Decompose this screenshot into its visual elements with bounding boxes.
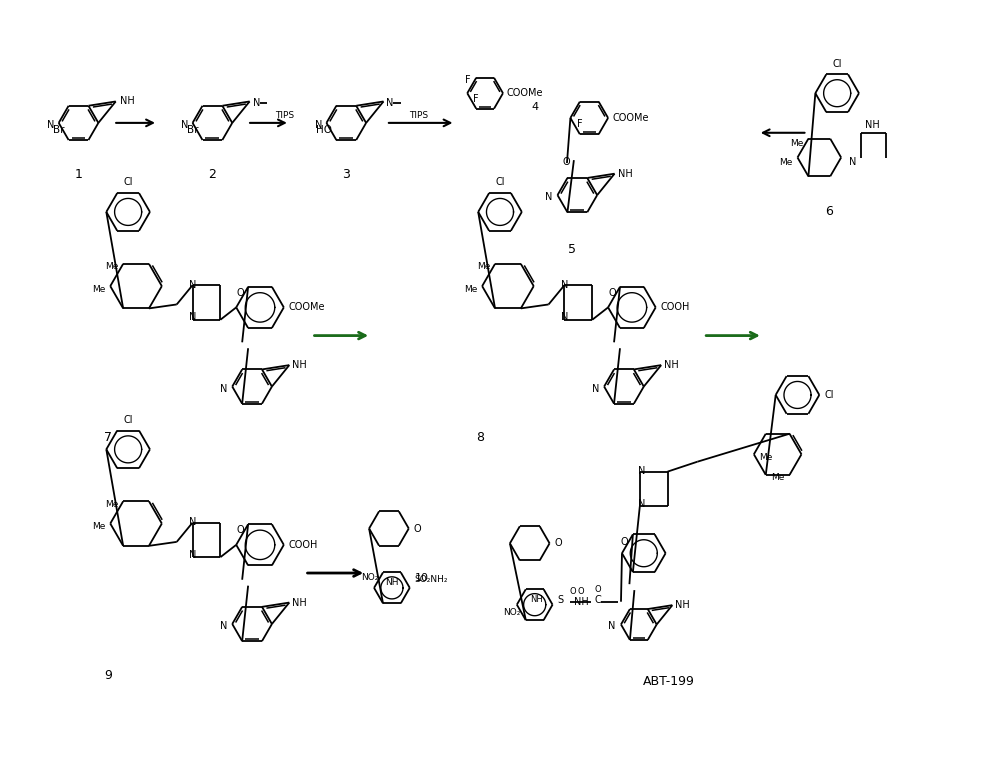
Text: NH: NH <box>574 597 589 607</box>
Text: NO₂: NO₂ <box>503 608 521 617</box>
Text: Me: Me <box>92 522 105 531</box>
Text: NO₂: NO₂ <box>361 573 378 582</box>
Text: O: O <box>237 525 244 535</box>
Text: NH: NH <box>530 595 543 604</box>
Text: Cl: Cl <box>123 177 133 187</box>
Text: N: N <box>386 98 394 108</box>
Text: Me: Me <box>779 158 793 167</box>
Text: NH: NH <box>120 97 134 106</box>
Text: F: F <box>465 75 470 85</box>
Text: N: N <box>47 120 54 129</box>
Text: O: O <box>555 538 562 548</box>
Text: N: N <box>189 280 196 289</box>
Text: N: N <box>189 517 196 527</box>
Text: N: N <box>592 384 599 394</box>
Text: O: O <box>594 585 601 594</box>
Text: NH: NH <box>865 120 880 129</box>
Text: Cl: Cl <box>824 390 834 400</box>
Text: HO: HO <box>316 125 332 135</box>
Text: Me: Me <box>771 473 784 482</box>
Text: 5: 5 <box>568 243 576 256</box>
Text: SO₂NH₂: SO₂NH₂ <box>415 576 448 584</box>
Text: 1: 1 <box>75 168 82 181</box>
Text: TIPS: TIPS <box>409 111 428 120</box>
Text: COOMe: COOMe <box>612 113 649 123</box>
Text: N: N <box>181 120 188 129</box>
Text: Me: Me <box>105 262 118 271</box>
Text: Me: Me <box>477 262 490 271</box>
Text: 6: 6 <box>825 205 833 218</box>
Text: N: N <box>561 280 568 289</box>
Text: O: O <box>569 587 576 597</box>
Text: ABT-199: ABT-199 <box>643 675 695 688</box>
Text: N: N <box>189 550 196 560</box>
Text: N: N <box>638 466 645 476</box>
Text: COOMe: COOMe <box>507 88 543 98</box>
Text: O: O <box>414 523 421 534</box>
Text: 7: 7 <box>104 431 112 445</box>
Text: COOH: COOH <box>661 303 690 313</box>
Text: COOH: COOH <box>289 540 318 550</box>
Text: O: O <box>562 157 570 167</box>
Text: 2: 2 <box>208 168 216 181</box>
Text: Br: Br <box>53 125 65 135</box>
Text: 8: 8 <box>476 431 484 445</box>
Text: C: C <box>594 594 601 604</box>
Text: N: N <box>849 158 856 168</box>
Text: O: O <box>620 537 628 548</box>
Text: N: N <box>545 192 552 202</box>
Text: N: N <box>253 98 260 108</box>
Text: NH: NH <box>292 597 307 608</box>
Text: F: F <box>577 119 583 129</box>
Text: COOMe: COOMe <box>289 303 325 313</box>
Text: NH: NH <box>618 168 632 179</box>
Text: N: N <box>220 384 227 394</box>
Text: Me: Me <box>464 285 477 293</box>
Text: Cl: Cl <box>495 177 505 187</box>
Text: N: N <box>561 312 568 322</box>
Text: NH: NH <box>664 360 679 370</box>
Text: N: N <box>608 622 616 632</box>
Text: 9: 9 <box>104 669 112 682</box>
Text: O: O <box>608 288 616 298</box>
Text: 4: 4 <box>531 102 538 112</box>
Text: N: N <box>220 621 227 631</box>
Text: NH: NH <box>385 579 399 587</box>
Text: N: N <box>638 498 645 509</box>
Text: 10: 10 <box>415 573 429 583</box>
Text: Me: Me <box>790 139 803 148</box>
Text: 3: 3 <box>342 168 350 181</box>
Text: Me: Me <box>759 452 772 462</box>
Text: NH: NH <box>292 360 307 370</box>
Text: Br: Br <box>187 125 199 135</box>
Text: Cl: Cl <box>123 415 133 424</box>
Text: O: O <box>237 288 244 298</box>
Text: O: O <box>577 587 584 597</box>
Text: Cl: Cl <box>832 58 842 69</box>
Text: Me: Me <box>92 285 105 293</box>
Text: Me: Me <box>105 500 118 509</box>
Text: N: N <box>315 120 322 129</box>
Text: F: F <box>473 94 479 104</box>
Text: NH: NH <box>675 600 690 610</box>
Text: N: N <box>189 312 196 322</box>
Text: S: S <box>558 594 564 604</box>
Text: TIPS: TIPS <box>275 111 295 120</box>
